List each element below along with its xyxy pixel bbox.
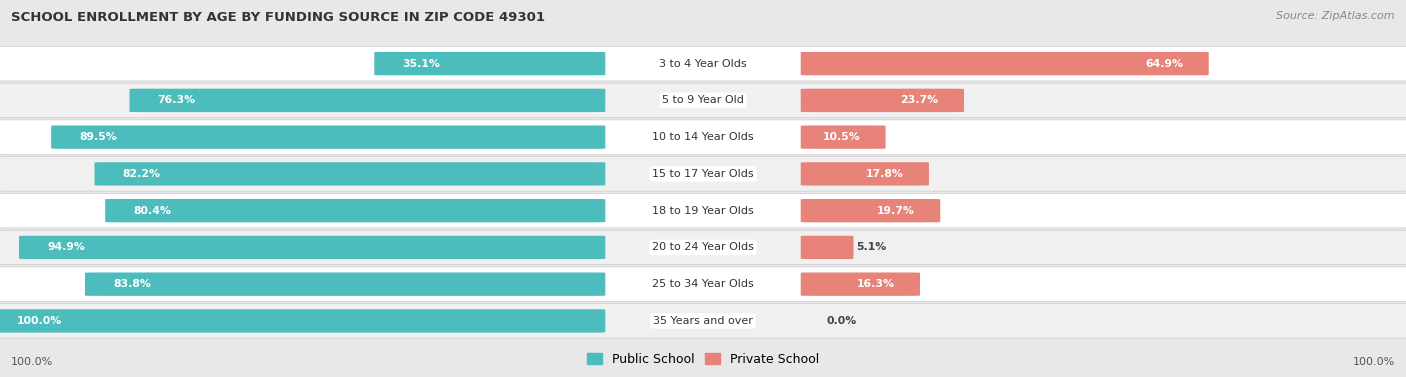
Text: 17.8%: 17.8% [866,169,904,179]
FancyBboxPatch shape [0,303,1406,338]
Text: Source: ZipAtlas.com: Source: ZipAtlas.com [1277,11,1395,21]
FancyBboxPatch shape [129,89,606,112]
FancyBboxPatch shape [801,162,929,185]
Text: 100.0%: 100.0% [17,316,62,326]
Text: 64.9%: 64.9% [1146,58,1184,69]
FancyBboxPatch shape [0,156,1406,191]
Text: 20 to 24 Year Olds: 20 to 24 Year Olds [652,242,754,253]
Text: 5.1%: 5.1% [856,242,887,253]
Text: 83.8%: 83.8% [112,279,150,289]
Text: 76.3%: 76.3% [157,95,195,106]
FancyBboxPatch shape [801,199,941,222]
FancyBboxPatch shape [94,162,606,185]
Text: 19.7%: 19.7% [877,205,915,216]
FancyBboxPatch shape [105,199,606,222]
Text: 80.4%: 80.4% [134,205,172,216]
FancyBboxPatch shape [801,52,1209,75]
Text: 100.0%: 100.0% [1353,357,1395,367]
FancyBboxPatch shape [374,52,606,75]
FancyBboxPatch shape [0,193,1406,228]
Text: 10.5%: 10.5% [823,132,860,142]
FancyBboxPatch shape [0,46,1406,81]
Text: 94.9%: 94.9% [48,242,84,253]
Text: 5 to 9 Year Old: 5 to 9 Year Old [662,95,744,106]
Text: SCHOOL ENROLLMENT BY AGE BY FUNDING SOURCE IN ZIP CODE 49301: SCHOOL ENROLLMENT BY AGE BY FUNDING SOUR… [11,11,546,24]
FancyBboxPatch shape [801,273,920,296]
FancyBboxPatch shape [801,236,853,259]
Text: 35.1%: 35.1% [402,58,440,69]
Text: 82.2%: 82.2% [122,169,160,179]
Text: 89.5%: 89.5% [79,132,117,142]
Text: 25 to 34 Year Olds: 25 to 34 Year Olds [652,279,754,289]
FancyBboxPatch shape [801,126,886,149]
Text: 0.0%: 0.0% [827,316,856,326]
FancyBboxPatch shape [51,126,606,149]
Text: 35 Years and over: 35 Years and over [652,316,754,326]
Text: 18 to 19 Year Olds: 18 to 19 Year Olds [652,205,754,216]
Text: 15 to 17 Year Olds: 15 to 17 Year Olds [652,169,754,179]
FancyBboxPatch shape [0,267,1406,302]
Legend: Public School, Private School: Public School, Private School [582,348,824,371]
FancyBboxPatch shape [801,89,965,112]
FancyBboxPatch shape [0,120,1406,155]
Text: 3 to 4 Year Olds: 3 to 4 Year Olds [659,58,747,69]
FancyBboxPatch shape [0,309,606,333]
FancyBboxPatch shape [0,230,1406,265]
FancyBboxPatch shape [0,83,1406,118]
FancyBboxPatch shape [84,273,606,296]
Text: 10 to 14 Year Olds: 10 to 14 Year Olds [652,132,754,142]
Text: 23.7%: 23.7% [901,95,939,106]
Text: 16.3%: 16.3% [856,279,894,289]
Text: 100.0%: 100.0% [11,357,53,367]
FancyBboxPatch shape [20,236,606,259]
